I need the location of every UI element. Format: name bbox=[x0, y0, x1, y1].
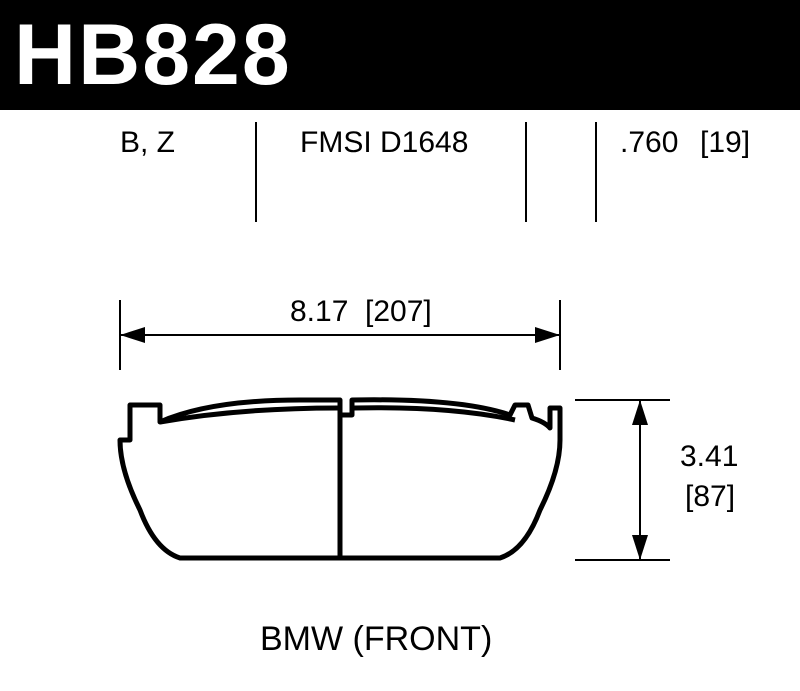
width-mm: [207] bbox=[365, 295, 432, 329]
fmsi-label: FMSI D1648 bbox=[300, 126, 468, 160]
height-in: 3.41 bbox=[680, 440, 738, 474]
tick-1 bbox=[255, 122, 257, 222]
compounds-label: B, Z bbox=[120, 126, 175, 160]
thickness-mm: [19] bbox=[700, 126, 750, 160]
tick-3 bbox=[595, 122, 597, 222]
header-band: HB828 bbox=[0, 0, 800, 110]
part-number: HB828 bbox=[0, 6, 292, 105]
tick-2 bbox=[525, 122, 527, 222]
height-mm: [87] bbox=[685, 480, 735, 514]
thickness-in: .760 bbox=[620, 126, 678, 160]
application-label: BMW (FRONT) bbox=[260, 620, 492, 659]
width-in: 8.17 bbox=[290, 295, 348, 329]
